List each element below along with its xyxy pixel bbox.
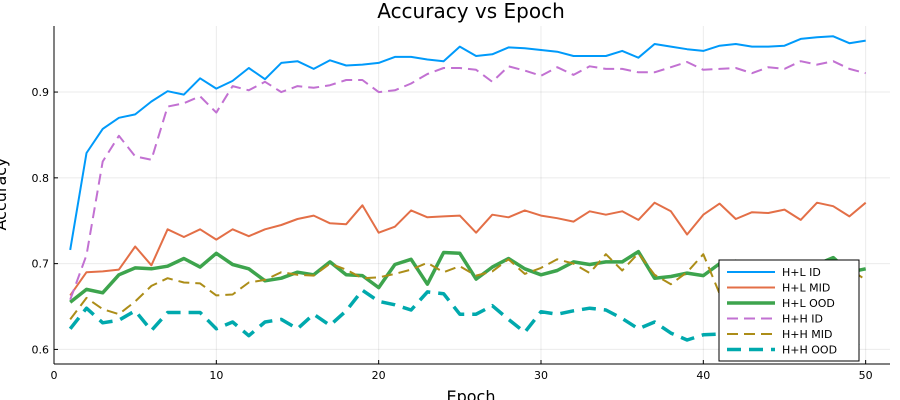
grid	[53, 26, 890, 364]
series-line-hl-id	[69, 35, 866, 251]
legend-label: H+H ID	[782, 313, 823, 326]
legend: H+L ID H+L MID H+L OOD H+H ID H+H MID H+H OOD	[718, 259, 860, 362]
x-ticks: 0 10 20 30 40 50	[51, 360, 873, 382]
legend-label: H+H OOD	[782, 344, 837, 357]
series-line-hh-mid	[69, 252, 867, 321]
x-tick-label: 20	[372, 369, 386, 382]
x-tick-label: 30	[534, 369, 548, 382]
legend-label: H+L OOD	[782, 297, 835, 310]
x-tick-label: 50	[859, 369, 873, 382]
series-line-hl-mid	[69, 201, 867, 296]
y-axis-label: Accuracy	[0, 157, 10, 230]
y-ticks: 0.6 0.7 0.8 0.9	[32, 86, 58, 356]
y-tick-label: 0.8	[32, 172, 50, 185]
legend-label: H+L MID	[782, 282, 830, 295]
y-tick-label: 0.6	[32, 343, 50, 356]
axes	[53, 26, 890, 365]
series-line-hh-id	[69, 60, 866, 301]
x-tick-label: 40	[696, 369, 710, 382]
x-tick-label: 10	[209, 369, 223, 382]
legend-label: H+H MID	[782, 328, 832, 341]
x-axis-label: Epoch	[447, 387, 496, 400]
y-tick-label: 0.7	[32, 258, 50, 271]
x-tick-label: 0	[51, 369, 58, 382]
y-tick-label: 0.9	[32, 86, 50, 99]
legend-box	[718, 259, 860, 362]
legend-label: H+L ID	[782, 266, 821, 279]
chart-title: Accuracy vs Epoch	[377, 0, 565, 23]
